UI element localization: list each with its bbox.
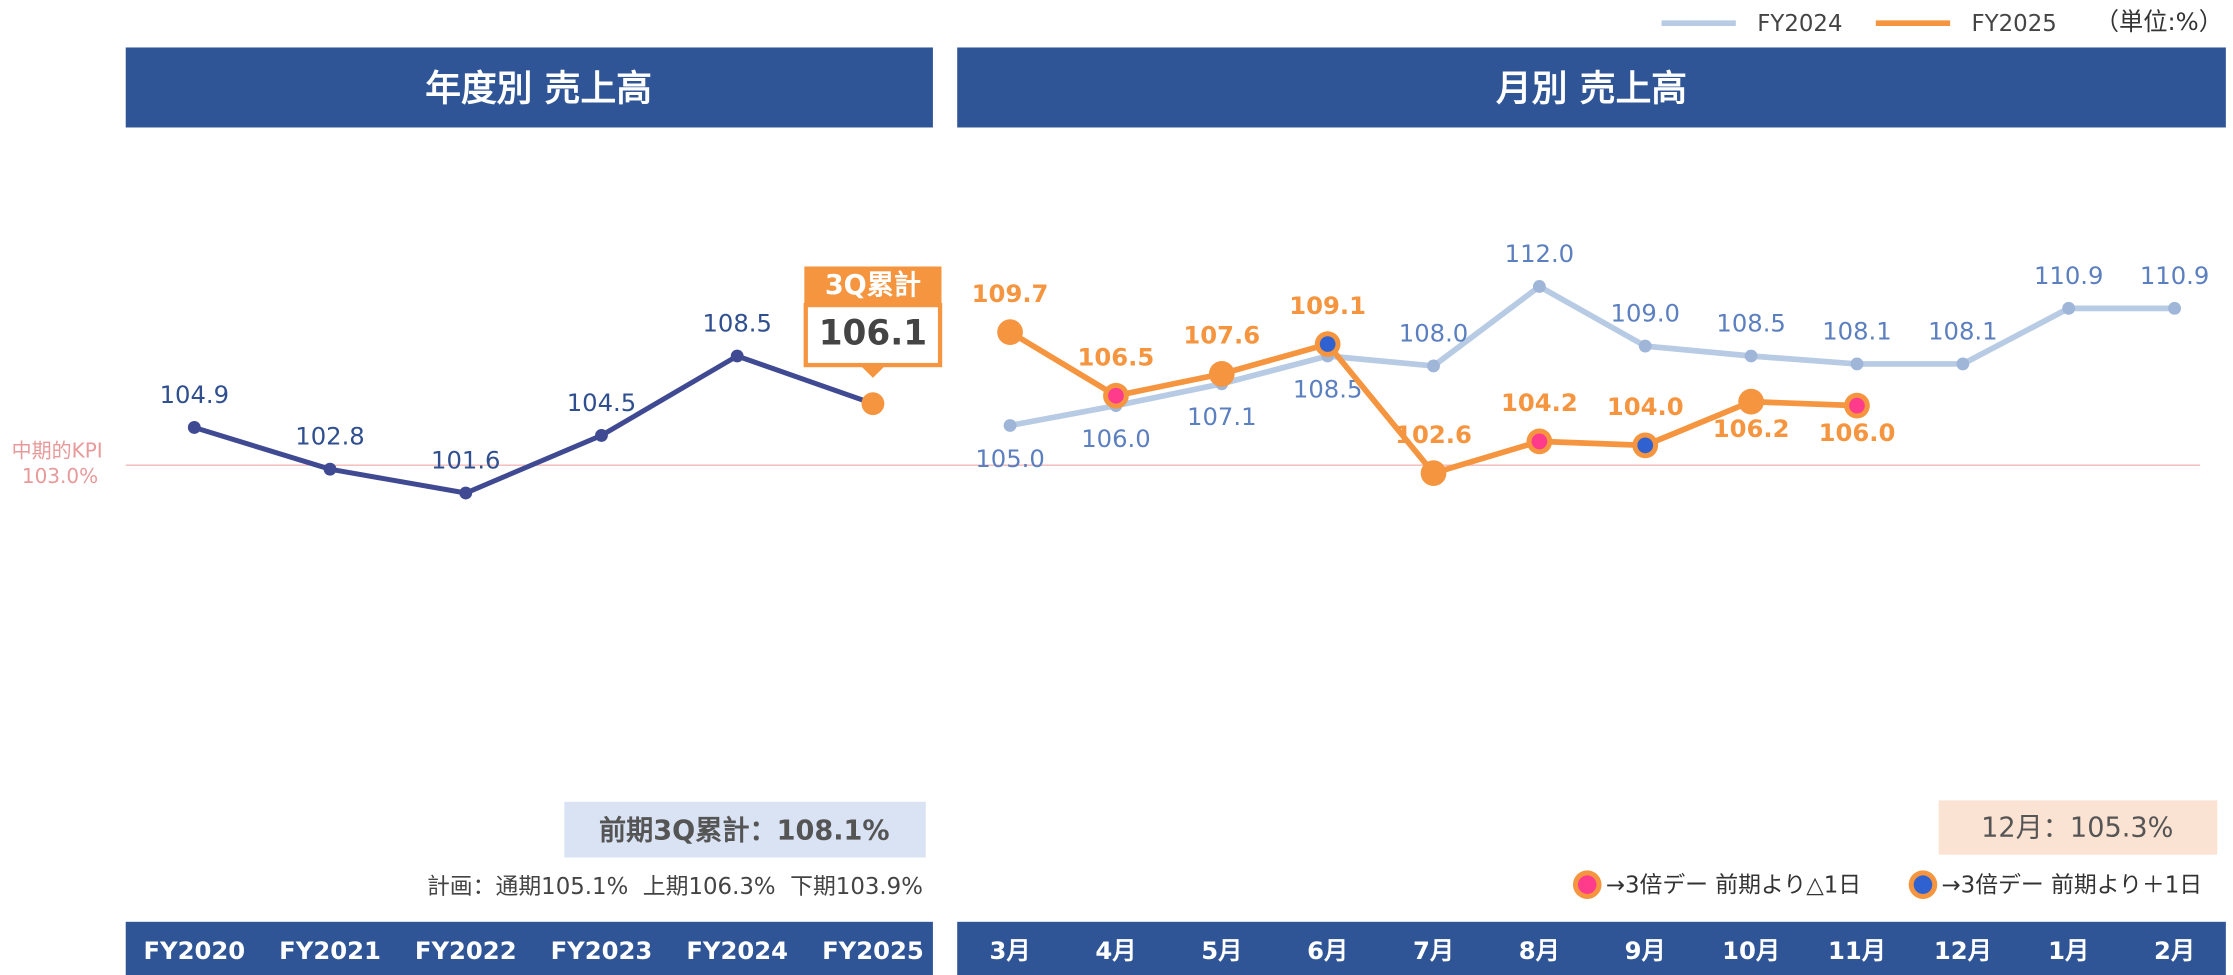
point (861, 392, 885, 416)
point (323, 462, 337, 476)
data-label: 108.0 (1399, 318, 1468, 347)
kpi-value: 103.0% (22, 464, 98, 488)
axis-bar (957, 921, 2226, 975)
data-label: 109.7 (972, 279, 1049, 308)
x-tick-label: FY2024 (686, 936, 788, 965)
data-label: 106.0 (1081, 424, 1150, 453)
callout-pointer (860, 365, 886, 378)
data-label: 109.1 (1289, 291, 1366, 320)
x-tick-label: 6月 (1307, 936, 1348, 965)
point (730, 349, 744, 363)
data-label: 104.2 (1501, 388, 1578, 417)
point (997, 319, 1023, 346)
line (1009, 283, 2175, 429)
point (1532, 280, 1546, 293)
data-label: 112.0 (1505, 239, 1574, 268)
data-label: 110.9 (2034, 261, 2103, 290)
data-label: 108.1 (1822, 317, 1891, 346)
point-highlight (1849, 397, 1865, 414)
data-label: 105.0 (975, 444, 1044, 473)
annotation: 前期3Q累計：108.1% (599, 814, 890, 846)
data-label: 108.5 (1716, 309, 1785, 338)
x-tick-label: 3月 (989, 936, 1030, 965)
x-tick-label: 9月 (1625, 936, 1666, 965)
x-tick-label: FY2022 (415, 936, 517, 965)
data-label: 106.0 (1819, 418, 1896, 447)
chart-title: 年度別 売上高 (425, 68, 652, 109)
annotation: 計画：通期105.1% 上期106.3% 下期103.9% (427, 874, 923, 900)
data-label: 101.6 (431, 446, 500, 475)
legend-label: FY2024 (1757, 11, 1842, 37)
data-label: 104.5 (567, 388, 636, 417)
chart-title: 月別 売上高 (1496, 68, 1687, 109)
point-highlight (1319, 336, 1336, 352)
point (2168, 301, 2181, 315)
legend-swatch (1577, 875, 1597, 894)
point-highlight (1531, 433, 1548, 450)
header-bar (125, 47, 933, 128)
point (459, 486, 473, 500)
x-tick-label: 8月 (1519, 936, 1560, 965)
x-tick-label: 1月 (2048, 936, 2089, 965)
point (1744, 349, 1758, 363)
point (1003, 419, 1017, 432)
x-tick-label: FY2020 (143, 936, 245, 965)
point-highlight (1108, 387, 1124, 404)
data-label: 102.8 (295, 422, 364, 451)
callout-label: 3Q累計 (825, 269, 921, 301)
point (1420, 460, 1447, 487)
x-tick-label: 11月 (1828, 936, 1886, 965)
point (1738, 388, 1764, 415)
x-tick-label: FY2023 (551, 936, 653, 965)
kpi-label: 中期的KPI (12, 438, 103, 462)
data-label: 106.5 (1078, 343, 1155, 372)
point (1208, 361, 1235, 387)
data-label: 110.9 (2140, 261, 2209, 290)
point (1850, 357, 1864, 371)
data-label: 104.0 (1607, 392, 1684, 421)
axis-bar (125, 921, 933, 975)
x-tick-label: 4月 (1095, 936, 1136, 965)
legend-label: →3倍デー 前期より＋1日 (1942, 873, 2203, 899)
data-label: 109.0 (1611, 299, 1680, 328)
data-label: 107.6 (1183, 321, 1260, 350)
data-label: 107.1 (1187, 402, 1256, 431)
x-tick-label: 12月 (1934, 936, 1992, 965)
line (193, 353, 874, 496)
point-highlight (1637, 437, 1654, 454)
x-tick-label: 2月 (2154, 936, 2195, 965)
annotation-box (564, 801, 926, 858)
callout-head (804, 266, 942, 307)
point (1638, 339, 1652, 353)
x-tick-label: FY2021 (279, 936, 381, 965)
x-tick-label: 7月 (1413, 936, 1454, 965)
point (187, 421, 201, 434)
data-label: 104.9 (160, 380, 229, 409)
point (2062, 301, 2076, 315)
legend-swatch (1913, 875, 1933, 894)
header-bar (957, 47, 2226, 128)
callout-value: 106.1 (819, 314, 927, 354)
data-label: 108.1 (1928, 317, 1997, 346)
unit-label: （単位:%） (2095, 7, 2223, 36)
x-tick-label: FY2025 (822, 936, 924, 965)
point (1956, 357, 1970, 371)
x-tick-label: 10月 (1722, 936, 1780, 965)
data-label: 108.5 (702, 309, 771, 338)
legend-label: FY2025 (1972, 11, 2057, 37)
data-label: 108.5 (1293, 374, 1362, 403)
annotation: 12月：105.3% (1981, 812, 2173, 843)
legend-label: →3倍デー 前期より△1日 (1606, 873, 1861, 899)
point (1427, 359, 1440, 373)
data-label: 106.2 (1713, 414, 1790, 443)
data-label: 102.6 (1395, 420, 1472, 449)
annotation-box (1938, 800, 2218, 855)
point (595, 428, 608, 442)
x-tick-label: 5月 (1201, 936, 1242, 965)
